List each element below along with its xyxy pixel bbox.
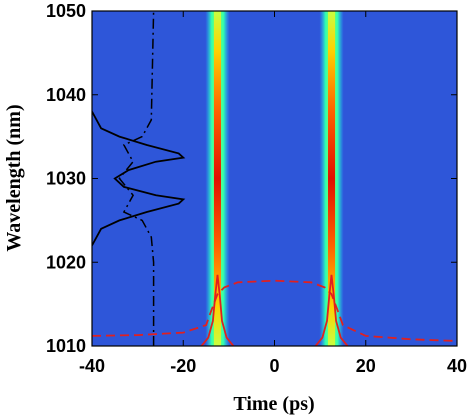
- profile-solid-curve-1: [200, 274, 235, 346]
- plot-background: [92, 11, 457, 346]
- axes-layer: -40 -20 0 20 40 1010 1020 1030 1040 1050: [46, 1, 467, 376]
- x-tick-label: -40: [79, 356, 105, 376]
- y-axis-label: Wavelength (nm): [3, 104, 25, 251]
- x-tick-label: 20: [356, 356, 376, 376]
- pulse-2-core: [328, 11, 336, 346]
- x-tick-label: 40: [447, 356, 467, 376]
- y-tick-label: 1030: [46, 169, 86, 189]
- y-tick-label: 1020: [46, 252, 86, 272]
- spectrum-dashdot-curve: [118, 11, 155, 346]
- x-axis-label: Time (ps): [233, 393, 314, 415]
- pulse-1-core: [213, 11, 221, 346]
- x-tick-label: -20: [170, 356, 196, 376]
- y-tick-label: 1010: [46, 336, 86, 356]
- profile-solid-curve-2: [314, 274, 349, 346]
- y-tick-label: 1050: [46, 1, 86, 21]
- x-tick-label: 0: [269, 356, 279, 376]
- spectrum-solid-curve: [92, 111, 186, 246]
- plot-layer: [92, 11, 457, 346]
- profile-dashed-curve: [92, 279, 457, 342]
- y-tick-label: 1040: [46, 85, 86, 105]
